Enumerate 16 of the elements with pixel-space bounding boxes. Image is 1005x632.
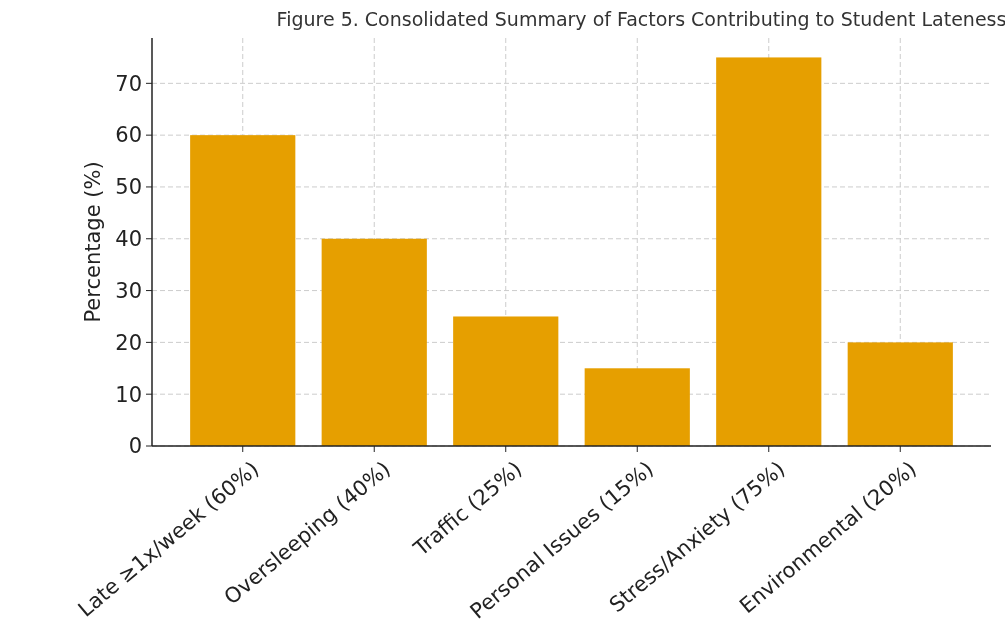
bar (190, 135, 296, 446)
bar (453, 316, 559, 446)
y-tick-label: 50 (115, 175, 142, 200)
y-tick-label: 10 (115, 382, 142, 407)
chart-title: Figure 5. Consolidated Summary of Factors Contributing to Student Lateness (276, 8, 1005, 30)
y-tick-label: 70 (115, 71, 142, 96)
y-tick-label: 40 (115, 227, 142, 252)
bar (847, 342, 953, 446)
bar (321, 238, 427, 446)
y-tick-label: 0 (128, 434, 142, 459)
bar (584, 368, 690, 446)
y-tick-label: 20 (115, 330, 142, 355)
bar (716, 57, 822, 446)
y-tick-label: 30 (115, 278, 142, 303)
y-axis-title: Percentage (%) (81, 161, 105, 323)
y-tick-label: 60 (115, 123, 142, 148)
